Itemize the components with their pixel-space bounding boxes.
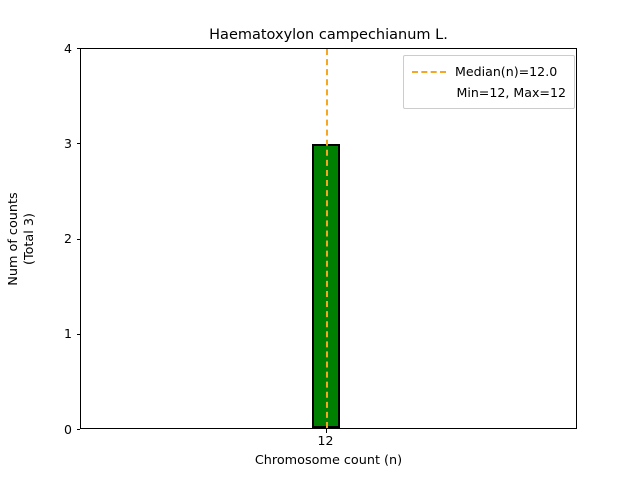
y-axis-label: Num of counts (Total 3) bbox=[6, 192, 38, 285]
legend[interactable]: Median(n)=12.0 Min=12, Max=12 bbox=[403, 55, 575, 109]
median-line bbox=[326, 49, 328, 428]
plot-area bbox=[80, 48, 577, 429]
y-tick-mark bbox=[76, 238, 80, 240]
y-tick-label: 1 bbox=[64, 326, 72, 342]
y-tick-label: 3 bbox=[64, 135, 72, 151]
y-tick-mark bbox=[76, 429, 80, 430]
y-tick-label: 0 bbox=[64, 421, 72, 437]
y-axis-label-container: Num of counts (Total 3) bbox=[0, 48, 44, 429]
x-tick-mark bbox=[325, 429, 327, 433]
x-tick-label: 12 bbox=[317, 433, 334, 448]
y-tick-label: 2 bbox=[64, 231, 72, 246]
legend-entry-label-line2: Min=12, Max=12 bbox=[456, 84, 566, 100]
dashed-line-icon bbox=[412, 70, 446, 73]
x-axis-label: Chromosome count (n) bbox=[254, 453, 403, 468]
y-axis-label-line2: (Total 3) bbox=[22, 212, 37, 265]
y-axis-label-line1: Num of counts bbox=[6, 191, 21, 286]
legend-entry-label: Median(n)=12.0 bbox=[455, 64, 558, 79]
legend-entry-minmax: Min=12, Max=12 bbox=[412, 82, 566, 102]
y-tick-label: 4 bbox=[64, 40, 72, 56]
legend-entry-median: Median(n)=12.0 bbox=[412, 61, 566, 82]
y-tick-mark bbox=[76, 333, 80, 335]
y-tick-mark bbox=[76, 143, 80, 145]
chart-title: Haematoxylon campechianum L. bbox=[209, 27, 448, 43]
y-tick-mark bbox=[76, 48, 80, 49]
